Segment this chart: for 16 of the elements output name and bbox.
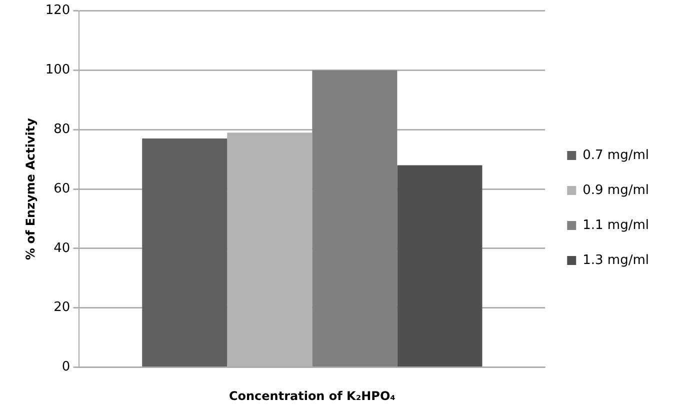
y-tick-label: 20 (54, 300, 70, 316)
y-tick-label: 40 (54, 240, 70, 256)
x-axis-title: Concentration of K₂HPO₄ (228, 388, 396, 403)
legend-label: 0.9 mg/ml (582, 182, 650, 198)
y-axis-title: % of Enzyme Activity (23, 118, 38, 260)
y-tick-label: 80 (54, 122, 70, 137)
bar (142, 138, 228, 366)
bar (312, 70, 398, 366)
bar (397, 165, 482, 366)
y-tick-label: 60 (54, 181, 70, 196)
y-tick-label: 0 (62, 360, 70, 375)
y-tick-label: 120 (45, 3, 70, 18)
legend-label: 1.1 mg/ml (582, 218, 650, 233)
legend-label: 1.3 mg/ml (582, 252, 650, 268)
legend-label: 0.7 mg/ml (582, 148, 650, 163)
y-tick-label: 100 (45, 62, 70, 78)
